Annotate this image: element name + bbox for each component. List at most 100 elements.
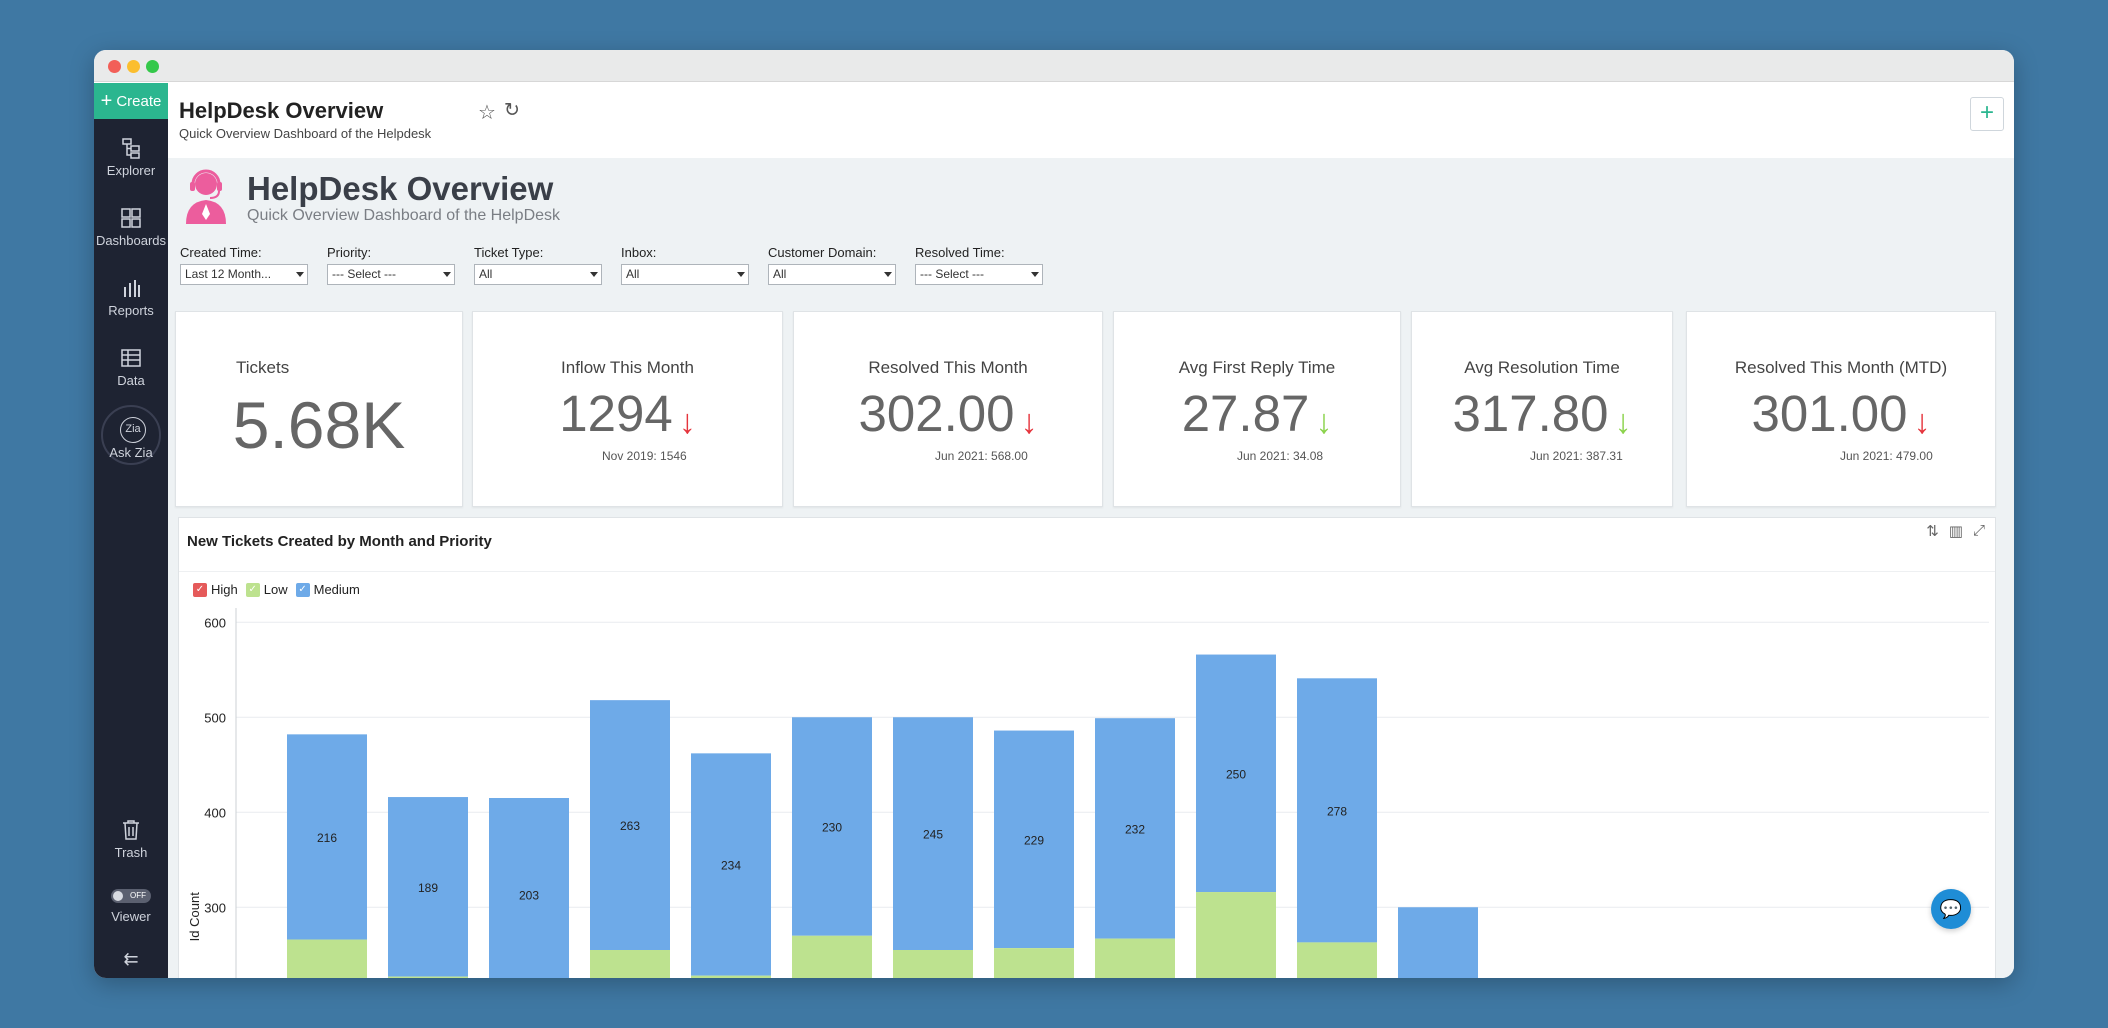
inbox-select[interactable]: All [621, 264, 749, 285]
y-tick-label: 300 [204, 900, 226, 915]
collapse-sidebar-icon[interactable]: ⇇ [123, 949, 139, 969]
refresh-icon[interactable]: ↻ [504, 100, 520, 121]
maximize-window-button[interactable] [146, 60, 159, 73]
arrow-down-icon: ↓ [1315, 403, 1333, 441]
data-label: 216 [317, 831, 337, 845]
viewer-switch[interactable]: OFF [111, 889, 151, 903]
close-window-button[interactable] [108, 60, 121, 73]
header: HelpDesk Overview ☆ ↻ Quick Overview Das… [168, 83, 2014, 158]
kpi-card-tickets[interactable]: Tickets 5.68K [175, 311, 463, 507]
bar-low [1196, 892, 1276, 978]
y-tick-label: 500 [204, 710, 226, 725]
chart-panel: New Tickets Created by Month and Priorit… [178, 517, 1996, 978]
explorer-icon [122, 138, 140, 159]
filter-inbox: Inbox: All [621, 245, 749, 285]
sidebar-item-trash[interactable]: Trash [94, 819, 168, 879]
sidebar-item-dashboards[interactable]: Dashboards [94, 207, 168, 267]
bar-low [590, 950, 670, 978]
legend-item-high[interactable]: ✓ High [193, 582, 238, 597]
customer-domain-select[interactable]: All [768, 264, 896, 285]
chart-toolbar: ⇅ ▥ ⤢ [1926, 522, 1985, 540]
kpi-card-first-reply[interactable]: Avg First Reply Time 27.87 ↓ Jun 2021: 34… [1113, 311, 1401, 507]
kpi-title: Resolved This Month (MTD) [1734, 358, 1948, 377]
bar-low [1297, 942, 1377, 978]
filter-customer-domain: Customer Domain: All [768, 245, 896, 285]
chevron-down-icon [1031, 272, 1039, 277]
filter-label: Created Time: [180, 245, 262, 260]
chart-title: New Tickets Created by Month and Priorit… [187, 533, 492, 550]
data-label: 230 [822, 821, 842, 835]
expand-icon[interactable]: ⤢ [1972, 522, 1985, 539]
chevron-down-icon [590, 272, 598, 277]
kpi-card-resolved[interactable]: Resolved This Month 302.00 ↓ Jun 2021: 56… [793, 311, 1103, 507]
bar-low [1095, 938, 1175, 978]
data-label: 234 [721, 859, 741, 873]
kpi-card-inflow[interactable]: Inflow This Month 1294 ↓ Nov 2019: 1546 [472, 311, 783, 507]
sidebar-item-data[interactable]: Data [94, 347, 168, 407]
viewer-toggle[interactable]: OFF Viewer [94, 889, 168, 929]
kpi-comparison: Jun 2021: 387.31 [1530, 449, 1623, 463]
kpi-card-resolution-time[interactable]: Avg Resolution Time 317.80 ↓ Jun 2021: 38… [1411, 311, 1673, 507]
filter-resolved-time: Resolved Time: --- Select --- [915, 245, 1043, 285]
priority-select[interactable]: --- Select --- [327, 264, 455, 285]
viewer-label: Viewer [111, 909, 151, 924]
bar-medium [1196, 654, 1276, 893]
chevron-down-icon [884, 272, 892, 277]
data-label: 278 [1327, 804, 1347, 818]
kpi-title: Tickets [236, 358, 290, 377]
add-widget-button[interactable]: + [1970, 97, 2004, 131]
checkbox-icon: ✓ [245, 582, 260, 597]
bar-low [691, 975, 771, 978]
sidebar-item-ask-zia[interactable]: Zia Ask Zia [94, 405, 168, 471]
sidebar-item-label: Dashboards [95, 233, 167, 248]
filter-label: Customer Domain: [768, 245, 877, 260]
bar-medium [388, 797, 468, 977]
created-time-select[interactable]: Last 12 Month... [180, 264, 308, 285]
chat-bubble-icon[interactable]: 💬 [1931, 889, 1971, 929]
minimize-window-button[interactable] [127, 60, 140, 73]
plus-icon: + [100, 90, 113, 112]
kpi-title: Inflow This Month [561, 358, 694, 377]
arrow-down-icon: ↓ [1913, 403, 1931, 441]
sidebar-item-label: Explorer [106, 163, 156, 178]
reports-icon [124, 280, 140, 297]
y-tick-label: 400 [204, 805, 226, 820]
bar-medium [590, 700, 670, 950]
sidebar-item-reports[interactable]: Reports [94, 277, 168, 337]
star-icon[interactable]: ☆ [478, 102, 496, 124]
bar-medium [489, 798, 569, 978]
ticket-type-select[interactable]: All [474, 264, 602, 285]
arrow-down-icon: ↓ [1020, 403, 1038, 441]
arrow-down-icon: ↓ [678, 403, 696, 441]
data-label: 189 [418, 881, 438, 895]
kpi-title: Avg Resolution Time [1464, 358, 1620, 377]
legend-item-medium[interactable]: ✓ Medium [295, 582, 360, 597]
filter-label: Priority: [327, 245, 372, 260]
create-button[interactable]: + Create [94, 83, 168, 119]
bar-medium [1095, 718, 1175, 939]
resolved-time-select[interactable]: --- Select --- [915, 264, 1043, 285]
sidebar-item-explorer[interactable]: Explorer [94, 137, 168, 197]
kpi-card-resolved-mtd[interactable]: Resolved This Month (MTD) 301.00 ↓ Jun 20… [1686, 311, 1996, 507]
bar-medium [691, 753, 771, 976]
bar-low [792, 935, 872, 978]
data-label: 250 [1226, 767, 1246, 781]
dashboard-subtitle: Quick Overview Dashboard of the HelpDesk [247, 207, 561, 224]
filter-priority: Priority: --- Select --- [327, 245, 455, 285]
bar-medium [287, 734, 367, 940]
filter-created-time: Created Time: Last 12 Month... [180, 245, 308, 285]
chevron-down-icon [737, 272, 745, 277]
chart-type-icon[interactable]: ▥ [1948, 523, 1963, 540]
bar-medium [893, 717, 973, 950]
filter-label: Resolved Time: [915, 245, 1005, 260]
trash-icon [123, 820, 139, 840]
sort-icon[interactable]: ⇅ [1926, 523, 1939, 540]
chevron-down-icon [296, 272, 304, 277]
data-label: 229 [1024, 833, 1044, 847]
sidebar-item-label: Ask Zia [109, 445, 153, 460]
legend-item-low[interactable]: ✓ Low [245, 582, 288, 597]
bar-low [388, 976, 468, 978]
kpi-value: 302.00 ↓ [858, 385, 1038, 442]
kpi-comparison: Nov 2019: 1546 [602, 449, 687, 463]
chevron-down-icon [443, 272, 451, 277]
